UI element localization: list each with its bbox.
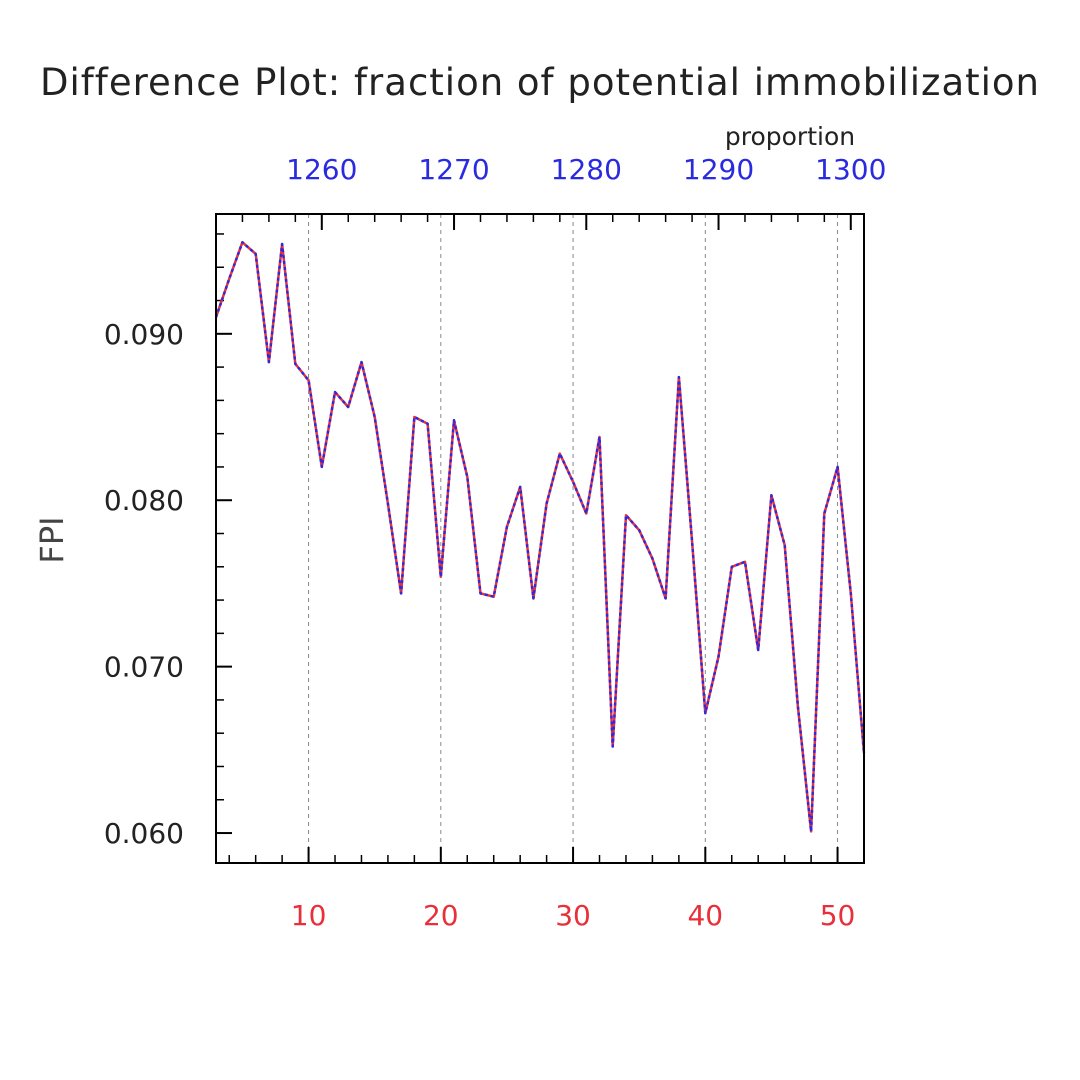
x-top-tick-label: 1280: [551, 153, 622, 186]
units-label: proportion: [725, 122, 855, 151]
tick-labels: 0.060 0.070 0.080 0.090 10 20 30 40 50 1260 1270 12…: [104, 153, 887, 932]
plot-frame: [215, 213, 865, 864]
y-tick-label: 0.060: [104, 817, 184, 850]
y-axis-label: FPI: [33, 516, 71, 563]
y-tick-label: 0.070: [104, 651, 184, 684]
y-tick-label: 0.090: [104, 318, 184, 351]
x-bottom-tick-label: 50: [820, 899, 856, 932]
x-bottom-tick-label: 10: [291, 899, 327, 932]
series-lines: [214, 241, 866, 833]
grid-lines: [308, 214, 839, 863]
x-top-tick-label: 1290: [683, 153, 754, 186]
x-top-tick-label: 1300: [815, 153, 886, 186]
y-tick-label: 0.080: [104, 484, 184, 517]
series-line-blue: [214, 241, 866, 833]
chart-title: Difference Plot: fraction of potential i…: [40, 61, 1040, 104]
x-bottom-tick-label: 30: [555, 899, 591, 932]
x-top-tick-label: 1270: [418, 153, 489, 186]
x-top-tick-label: 1260: [286, 153, 357, 186]
x-bottom-tick-label: 20: [423, 899, 459, 932]
x-bottom-tick-label: 40: [687, 899, 723, 932]
axis-ticks: [215, 214, 865, 863]
